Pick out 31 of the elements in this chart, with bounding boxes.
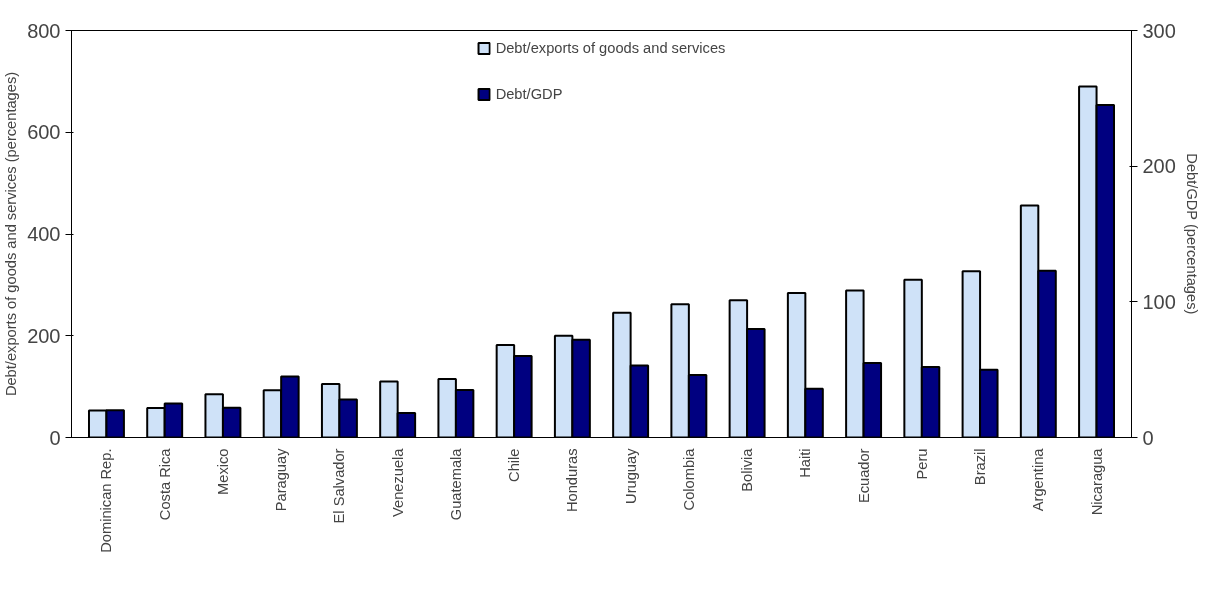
x-tick-label: Argentina [1030,447,1047,512]
y2-axis-title: Debt/GDP (percentages) [1183,153,1200,315]
x-tick-label: Mexico [214,448,231,495]
x-tick-label: Bolivia [739,447,756,492]
x-tick-label: Guatemala [447,447,464,521]
x-tick-label: Costa Rica [156,447,173,521]
y2-tick-label: 100 [1142,290,1176,313]
x-tick-label: Honduras [564,448,581,513]
x-tick-label: Uruguay [622,447,639,504]
y2-tick-label: 200 [1142,155,1176,178]
y-axis-title: Debt/exports of goods and services (percentages) [3,71,20,397]
x-tick-label: Dominican Rep. [98,448,115,553]
x-tick-label: Venezuela [389,447,406,517]
x-tick-label: Nicaragua [1088,447,1105,516]
y-tick-label: 800 [27,19,61,42]
x-tick-label: Colombia [680,447,697,511]
y-tick-label: 600 [27,121,61,144]
y2-tick-label: 0 [1142,426,1154,449]
legend-label: Debt/exports of goods and services [495,40,726,56]
y2-tick-label: 300 [1142,19,1176,42]
y-tick-label: 200 [27,324,61,347]
x-tick-label: Paraguay [273,447,290,512]
x-tick-label: El Salvador [331,448,348,524]
x-tick-label: Haiti [797,448,814,478]
x-tick-label: Ecuador [855,448,872,504]
y-tick-label: 0 [49,426,61,449]
x-tick-label: Brazil [972,448,989,486]
y-tick-label: 400 [27,223,61,245]
x-tick-label: Chile [506,448,523,482]
legend-label: Debt/GDP [495,86,563,102]
x-tick-label: Peru [913,448,930,480]
